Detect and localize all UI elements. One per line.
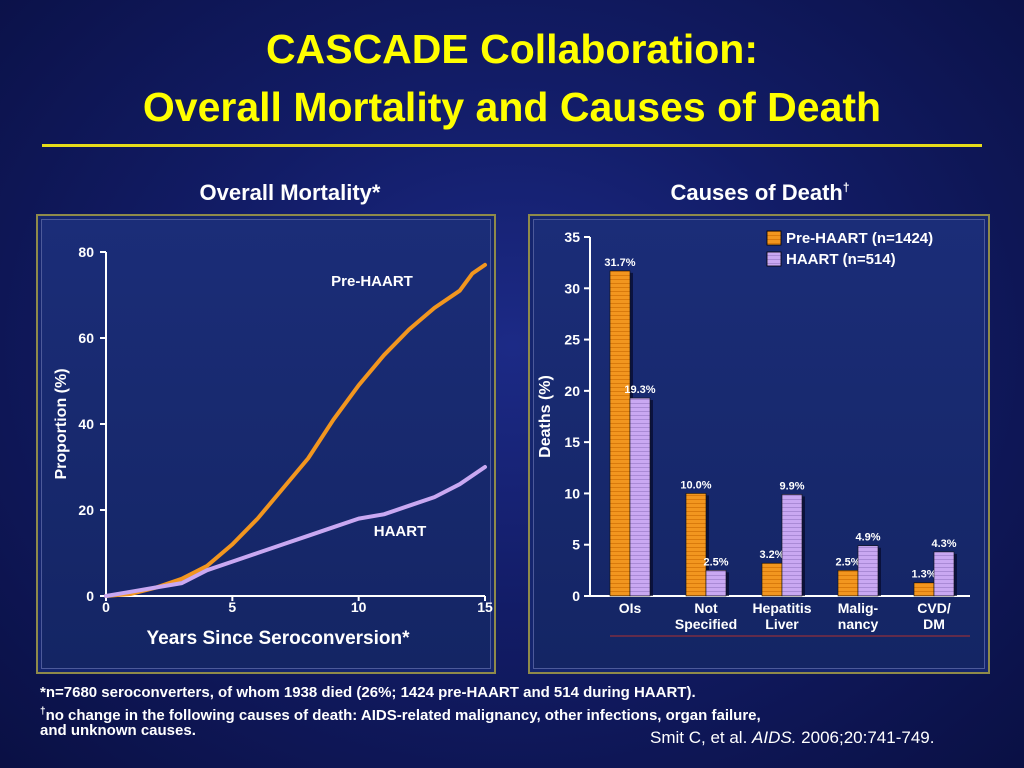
- category-label-line: CVD/: [917, 600, 951, 616]
- bar-value-label: 4.9%: [855, 532, 880, 544]
- footnote-3: and unknown causes.: [40, 722, 196, 739]
- y-tick-label: 20: [78, 502, 94, 518]
- citation: Smit C, et al. AIDS. 2006;20:741-749.: [650, 728, 934, 748]
- bar-pre-haart: [761, 562, 783, 597]
- category-label-line: Not: [694, 600, 718, 616]
- bar-value-label: 2.5%: [703, 556, 728, 568]
- bar-value-label: 9.9%: [779, 480, 804, 492]
- series-label-haart: HAART: [374, 523, 427, 540]
- citation-authors: Smit C, et al.: [650, 728, 753, 747]
- right-panel-heading: Causes of Death†: [530, 180, 990, 206]
- x-tick-label: 5: [228, 599, 236, 615]
- category-label-line: Malig-: [838, 600, 879, 616]
- bar-pre-haart: [837, 570, 859, 597]
- y-tick-label: 60: [78, 330, 94, 346]
- legend-item-haart-swatch: [766, 251, 782, 267]
- category-label-line: Liver: [765, 616, 799, 632]
- y-tick-label: 40: [78, 416, 94, 432]
- x-tick-label: 10: [351, 599, 367, 615]
- y-tick-label: 0: [86, 588, 94, 604]
- x-tick-label: 0: [102, 599, 110, 615]
- causes-bar-chart: 0 5 10 15 20 25 30 35 Deaths (%) 31.7% 19.3% OIs 10.…: [537, 229, 970, 637]
- y-tick-label: 80: [78, 244, 94, 260]
- slide-title-line2: Overall Mortality and Causes of Death: [142, 84, 882, 130]
- bar-haart: [857, 545, 879, 597]
- left-panel-heading: Overall Mortality*: [199, 180, 381, 205]
- footnote-dagger: †: [40, 706, 46, 717]
- bar-value-label: 1.3%: [911, 569, 936, 581]
- bar-value-label: 31.7%: [604, 257, 635, 269]
- category-label: OIs: [619, 600, 642, 616]
- footnote-1: *n=7680 seroconverters, of whom 1938 die…: [40, 684, 696, 701]
- category-label: Malig-nancy: [838, 600, 879, 632]
- title-divider: [42, 144, 982, 147]
- bar-value-label: 4.3%: [931, 538, 956, 550]
- category-label: Not Specified: [675, 600, 737, 632]
- y-tick-label: 20: [564, 383, 580, 399]
- bar-value-label: 3.2%: [759, 549, 784, 561]
- right-panel-heading-text: Causes of Death: [670, 180, 843, 205]
- dagger-mark: †: [842, 180, 850, 195]
- citation-journal: AIDS.: [752, 728, 797, 747]
- causes-chart-panel: 0 5 10 15 20 25 30 35 Deaths (%) 31.7% 19.3% OIs 10.…: [528, 214, 990, 674]
- bar-haart: [705, 570, 727, 597]
- bar-value-label: 10.0%: [680, 479, 711, 491]
- y-axis-title: Deaths (%): [537, 375, 554, 458]
- category-label-line: Specified: [675, 616, 737, 632]
- bar-value-label: 19.3%: [624, 384, 655, 396]
- y-tick-label: 5: [572, 537, 580, 553]
- y-tick-label: 0: [572, 588, 580, 604]
- y-tick-label: 30: [564, 280, 580, 296]
- mortality-line-chart: 0 20 40 60 80 0 5 10 15 Years Since Seroconversio…: [53, 244, 493, 649]
- x-tick-label: 15: [477, 599, 493, 615]
- bar-haart: [629, 397, 651, 597]
- mortality-chart-panel: 0 20 40 60 80 0 5 10 15 Years Since Seroconversio…: [36, 214, 496, 674]
- bar-haart: [781, 494, 803, 597]
- citation-details: 2006;20:741-749.: [796, 728, 935, 747]
- category-label-line: DM: [923, 616, 945, 632]
- series-line-pre-haart: [104, 262, 487, 598]
- bar-value-label: 2.5%: [835, 556, 860, 568]
- x-axis-title: Years Since Seroconversion*: [147, 628, 411, 649]
- category-label: Hepatitis Liver: [752, 600, 811, 632]
- category-label-line: Hepatitis: [752, 600, 811, 616]
- category-label-line: nancy: [838, 616, 879, 632]
- bar-pre-haart: [609, 270, 631, 597]
- y-tick-label: 15: [564, 434, 580, 450]
- category-label-line: OIs: [619, 600, 642, 616]
- bar-pre-haart: [913, 582, 935, 597]
- legend-item-haart-text: HAART (n=514): [786, 251, 896, 268]
- bar-haart: [933, 551, 955, 597]
- slide-title-line1: CASCADE Collaboration:: [266, 26, 758, 72]
- y-tick-label: 10: [564, 485, 580, 501]
- category-label: CVD/DM: [917, 600, 951, 632]
- y-tick-label: 35: [564, 229, 580, 245]
- footnote-2-text: no change in the following causes of dea…: [45, 707, 761, 724]
- y-tick-label: 25: [564, 332, 580, 348]
- legend-item-pre-haart-text: Pre-HAART (n=1424): [786, 230, 933, 247]
- legend-item-pre-haart-swatch: [766, 230, 782, 246]
- y-axis-title: Proportion (%): [53, 368, 70, 479]
- series-label-pre-haart: Pre-HAART: [331, 273, 413, 290]
- series-line-haart: [104, 465, 487, 598]
- footnote-2: †no change in the following causes of de…: [40, 703, 761, 725]
- bar-pre-haart: [685, 493, 707, 597]
